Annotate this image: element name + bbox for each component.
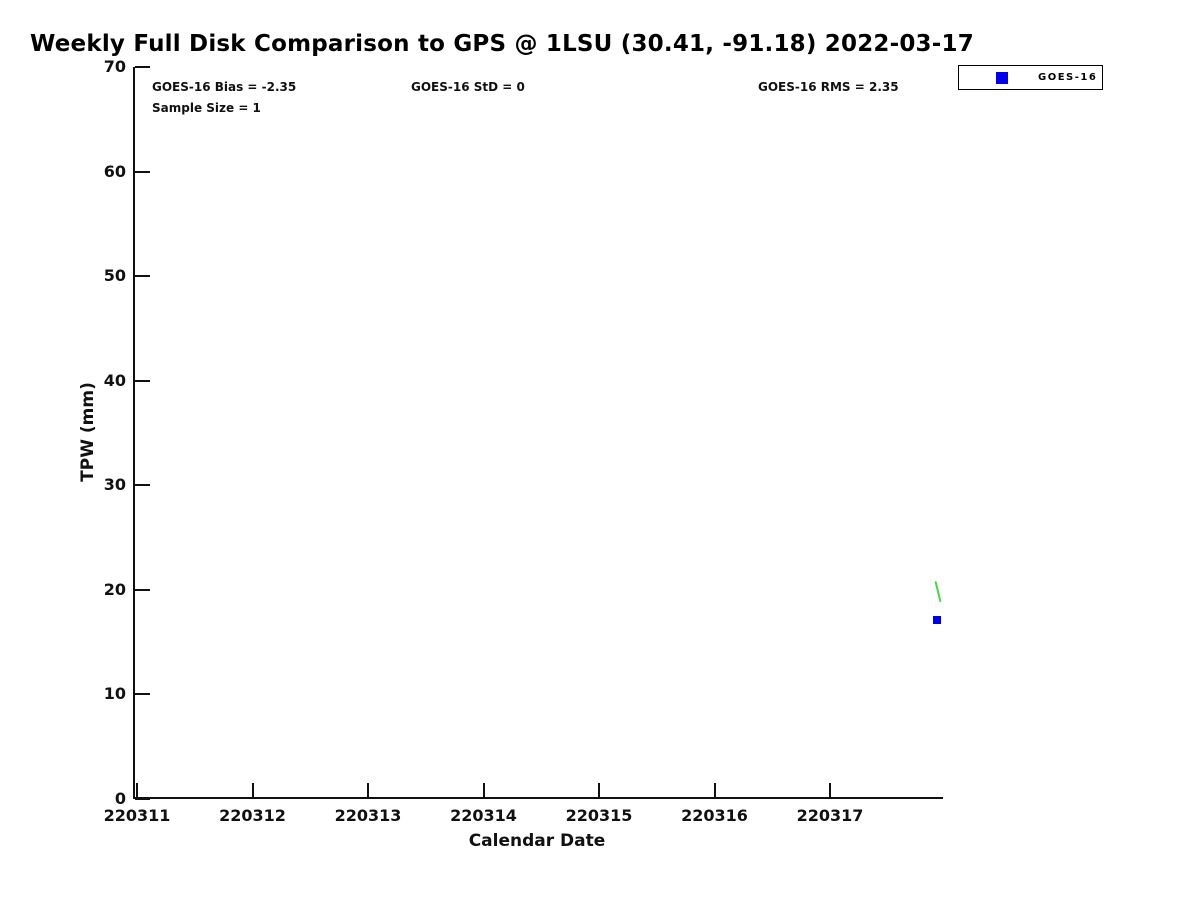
y-tick	[135, 170, 150, 173]
y-tick	[135, 484, 150, 486]
stat-sample-size: Sample Size = 1	[152, 101, 261, 115]
x-tick-label: 220313	[334, 806, 402, 825]
x-tick	[482, 783, 485, 797]
chart-title: Weekly Full Disk Comparison to GPS @ 1LS…	[30, 31, 974, 57]
y-tick-label: 70	[103, 57, 126, 76]
x-tick-label: 220311	[103, 806, 171, 825]
y-axis-label: TPW (mm)	[78, 382, 98, 482]
y-tick-label: 60	[103, 161, 126, 181]
y-tick-label: 10	[103, 684, 126, 703]
x-tick-label: 220316	[681, 806, 748, 825]
legend: GOES-16	[958, 65, 1103, 90]
stat-rms: GOES-16 RMS = 2.35	[758, 80, 899, 94]
x-tick-label: 220314	[450, 806, 517, 825]
x-tick	[251, 783, 254, 797]
stat-bias: GOES-16 Bias = -2.35	[152, 80, 297, 94]
y-tick-label: 20	[103, 579, 126, 599]
x-tick-label: 220312	[219, 806, 286, 825]
y-tick	[135, 693, 150, 695]
y-tick	[135, 588, 150, 591]
stat-std: GOES-16 StD = 0	[411, 80, 525, 94]
y-tick-label: 50	[103, 266, 126, 285]
x-tick	[713, 783, 716, 797]
x-tick	[829, 783, 831, 797]
y-tick-label: 30	[103, 475, 126, 494]
legend-marker-swatch	[996, 71, 1008, 84]
x-tick	[367, 783, 369, 797]
x-axis-label: Calendar Date	[468, 831, 606, 851]
x-tick-label: 220315	[565, 806, 633, 825]
y-tick-label: 40	[103, 370, 126, 390]
y-tick-label: 0	[114, 788, 126, 808]
x-tick-label: 220317	[796, 806, 864, 825]
plot-axes	[133, 67, 943, 799]
y-tick	[135, 275, 150, 277]
y-tick	[135, 797, 150, 800]
y-tick	[135, 379, 150, 382]
goes-16-data-point	[933, 615, 942, 624]
x-tick	[136, 783, 138, 797]
y-tick	[135, 66, 150, 68]
x-tick	[598, 783, 600, 797]
legend-entry-label: GOES-16	[1038, 72, 1098, 83]
